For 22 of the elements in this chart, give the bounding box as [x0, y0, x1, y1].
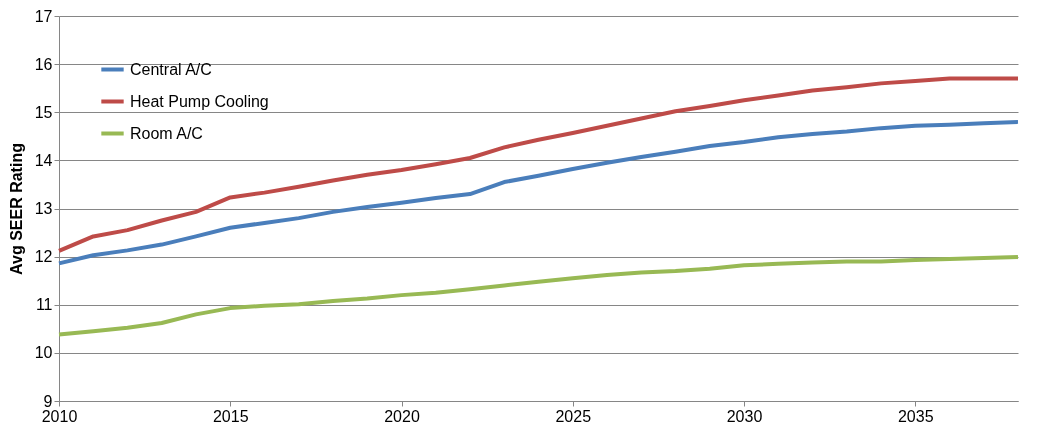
- x-tick-label: 2030: [726, 407, 763, 425]
- x-tick-label: 2020: [384, 407, 420, 425]
- x-tick-label: 2035: [897, 407, 934, 425]
- y-tick-label: 13: [34, 200, 53, 217]
- y-tick-label: 16: [34, 55, 53, 73]
- y-axis-title: Avg SEER Rating: [7, 143, 25, 275]
- y-tick-label: 10: [34, 344, 53, 362]
- line-series: [57, 76, 1020, 253]
- line-series: [57, 119, 1020, 266]
- legend-label: Heat Pump Cooling: [130, 92, 269, 110]
- y-tick-label: 11: [35, 296, 53, 314]
- y-tick-label: 9: [43, 392, 53, 410]
- x-tick-label: 2015: [212, 407, 249, 425]
- legend-label: Room A/C: [130, 124, 203, 142]
- x-tick-label: 2010: [41, 407, 78, 425]
- line-series: [57, 255, 1020, 337]
- y-tick-label: 12: [34, 248, 53, 266]
- legend-label: Central A/C: [130, 60, 212, 78]
- y-tick-label: 17: [34, 7, 53, 25]
- y-tick-label: 15: [34, 103, 53, 121]
- x-tick-label: 2025: [555, 407, 592, 425]
- y-tick-label: 14: [34, 151, 53, 169]
